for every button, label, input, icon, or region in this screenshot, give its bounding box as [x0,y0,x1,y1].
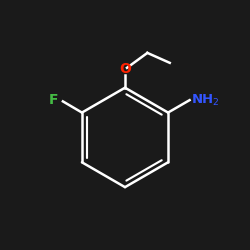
Text: F: F [48,93,58,107]
Text: NH$_2$: NH$_2$ [191,92,220,108]
Text: O: O [119,62,131,76]
